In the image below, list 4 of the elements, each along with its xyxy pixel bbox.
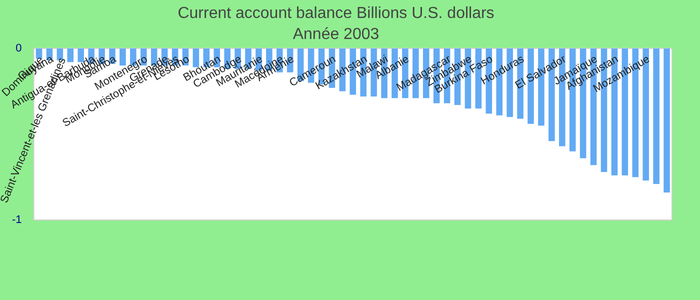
chart-subtitle: Année 2003 xyxy=(292,26,380,44)
y-tick-label: -1 xyxy=(12,214,22,226)
y-tick-label: 0 xyxy=(16,42,22,54)
chart-title: Current account balance Billions U.S. dollars xyxy=(178,5,494,22)
